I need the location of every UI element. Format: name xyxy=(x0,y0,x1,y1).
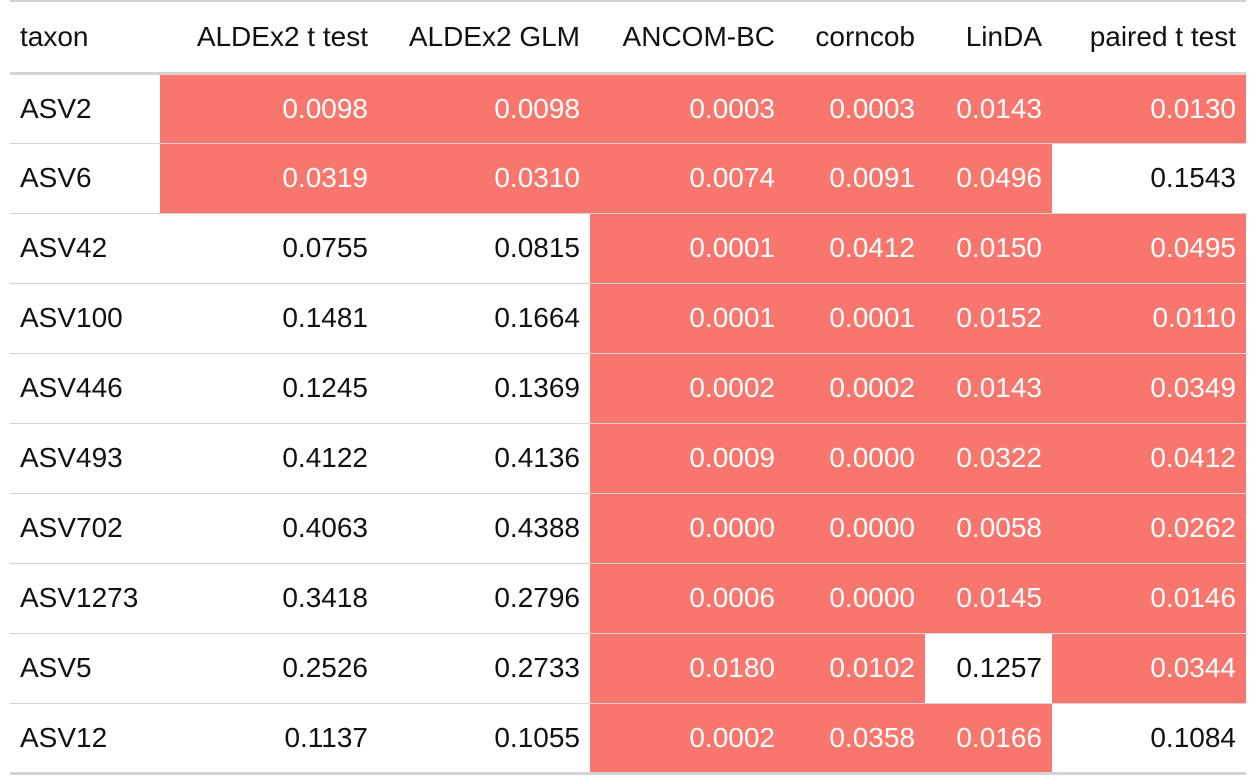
pvalue-cell-ancom-bc: 0.0001 xyxy=(590,282,785,353)
taxon-cell: ASV5 xyxy=(10,632,160,703)
table-body: ASV2 0.0098 0.0098 0.0003 0.0003 0.0143 0.0130… xyxy=(10,72,1246,775)
column-header-aldex2-t-test: ALDEx2 t test xyxy=(160,0,378,75)
pvalue-cell-corncob: 0.0003 xyxy=(785,72,925,143)
column-header-ancom-bc: ANCOM-BC xyxy=(590,0,785,75)
pvalue-cell-aldex2-glm: 0.4388 xyxy=(378,492,590,563)
pvalue-cell-aldex2-glm: 0.2796 xyxy=(378,562,590,633)
taxon-cell: ASV702 xyxy=(10,492,160,563)
table-row: ASV2 0.0098 0.0098 0.0003 0.0003 0.0143 0.0130 xyxy=(10,72,1246,143)
pvalue-cell-linda: 0.0150 xyxy=(925,212,1052,283)
pvalue-cell-linda: 0.0145 xyxy=(925,562,1052,633)
pvalue-cell-ancom-bc: 0.0002 xyxy=(590,352,785,423)
column-header-taxon: taxon xyxy=(10,0,160,75)
column-header-linda: LinDA xyxy=(925,0,1052,75)
pvalue-cell-corncob: 0.0001 xyxy=(785,282,925,353)
pvalue-cell-linda: 0.1257 xyxy=(925,632,1052,703)
pvalue-cell-paired-t-test: 0.0344 xyxy=(1052,632,1246,703)
pvalue-cell-corncob: 0.0000 xyxy=(785,562,925,633)
pvalue-cell-aldex2-t-test: 0.1481 xyxy=(160,282,378,353)
pvalue-table: taxon ALDEx2 t test ALDEx2 GLM ANCOM-BC … xyxy=(10,0,1246,775)
column-header-aldex2-glm: ALDEx2 GLM xyxy=(378,0,590,75)
pvalue-cell-ancom-bc: 0.0009 xyxy=(590,422,785,493)
pvalue-cell-corncob: 0.0412 xyxy=(785,212,925,283)
pvalue-cell-aldex2-glm: 0.2733 xyxy=(378,632,590,703)
pvalue-cell-aldex2-t-test: 0.4063 xyxy=(160,492,378,563)
pvalue-cell-corncob: 0.0358 xyxy=(785,702,925,775)
pvalue-cell-ancom-bc: 0.0074 xyxy=(590,142,785,213)
table-row: ASV42 0.0755 0.0815 0.0001 0.0412 0.0150 0.049… xyxy=(10,212,1246,283)
pvalue-cell-aldex2-glm: 0.0815 xyxy=(378,212,590,283)
pvalue-cell-aldex2-glm: 0.4136 xyxy=(378,422,590,493)
pvalue-cell-corncob: 0.0000 xyxy=(785,422,925,493)
taxon-cell: ASV100 xyxy=(10,282,160,353)
pvalue-cell-ancom-bc: 0.0003 xyxy=(590,72,785,143)
table-row: ASV12 0.1137 0.1055 0.0002 0.0358 0.0166 0.108… xyxy=(10,702,1246,775)
column-header-paired-t-test: paired t test xyxy=(1052,0,1246,75)
pvalue-cell-aldex2-glm: 0.1055 xyxy=(378,702,590,775)
pvalue-cell-aldex2-glm: 0.1664 xyxy=(378,282,590,353)
table-row: ASV6 0.0319 0.0310 0.0074 0.0091 0.0496 0.1543 xyxy=(10,142,1246,213)
pvalue-cell-paired-t-test: 0.0412 xyxy=(1052,422,1246,493)
taxon-cell: ASV1273 xyxy=(10,562,160,633)
pvalue-cell-paired-t-test: 0.0262 xyxy=(1052,492,1246,563)
pvalue-cell-paired-t-test: 0.0110 xyxy=(1052,282,1246,353)
pvalue-cell-aldex2-t-test: 0.1137 xyxy=(160,702,378,775)
column-header-corncob: corncob xyxy=(785,0,925,75)
pvalue-cell-aldex2-glm: 0.1369 xyxy=(378,352,590,423)
table-row: ASV100 0.1481 0.1664 0.0001 0.0001 0.0152 0.01… xyxy=(10,282,1246,353)
pvalue-cell-aldex2-t-test: 0.2526 xyxy=(160,632,378,703)
taxon-cell: ASV6 xyxy=(10,142,160,213)
pvalue-cell-ancom-bc: 0.0180 xyxy=(590,632,785,703)
table-row: ASV5 0.2526 0.2733 0.0180 0.0102 0.1257 0.0344 xyxy=(10,632,1246,703)
table-row: ASV702 0.4063 0.4388 0.0000 0.0000 0.0058 0.02… xyxy=(10,492,1246,563)
pvalue-cell-paired-t-test: 0.0495 xyxy=(1052,212,1246,283)
pvalue-cell-linda: 0.0166 xyxy=(925,702,1052,775)
pvalue-cell-linda: 0.0322 xyxy=(925,422,1052,493)
pvalue-cell-ancom-bc: 0.0000 xyxy=(590,492,785,563)
pvalue-cell-paired-t-test: 0.0130 xyxy=(1052,72,1246,143)
pvalue-cell-linda: 0.0496 xyxy=(925,142,1052,213)
pvalue-cell-aldex2-t-test: 0.0098 xyxy=(160,72,378,143)
pvalue-cell-linda: 0.0143 xyxy=(925,352,1052,423)
header-row: taxon ALDEx2 t test ALDEx2 GLM ANCOM-BC … xyxy=(10,0,1246,75)
taxon-cell: ASV42 xyxy=(10,212,160,283)
pvalue-cell-ancom-bc: 0.0002 xyxy=(590,702,785,775)
results-table-container: taxon ALDEx2 t test ALDEx2 GLM ANCOM-BC … xyxy=(10,0,1246,775)
pvalue-cell-ancom-bc: 0.0001 xyxy=(590,212,785,283)
pvalue-cell-aldex2-t-test: 0.4122 xyxy=(160,422,378,493)
pvalue-cell-linda: 0.0058 xyxy=(925,492,1052,563)
pvalue-cell-aldex2-glm: 0.0098 xyxy=(378,72,590,143)
pvalue-cell-linda: 0.0152 xyxy=(925,282,1052,353)
table-row: ASV493 0.4122 0.4136 0.0009 0.0000 0.0322 0.04… xyxy=(10,422,1246,493)
pvalue-cell-aldex2-t-test: 0.3418 xyxy=(160,562,378,633)
taxon-cell: ASV12 xyxy=(10,702,160,775)
pvalue-cell-aldex2-t-test: 0.0755 xyxy=(160,212,378,283)
pvalue-cell-ancom-bc: 0.0006 xyxy=(590,562,785,633)
pvalue-cell-corncob: 0.0091 xyxy=(785,142,925,213)
pvalue-cell-aldex2-t-test: 0.0319 xyxy=(160,142,378,213)
pvalue-cell-aldex2-t-test: 0.1245 xyxy=(160,352,378,423)
pvalue-cell-corncob: 0.0002 xyxy=(785,352,925,423)
taxon-cell: ASV493 xyxy=(10,422,160,493)
pvalue-cell-paired-t-test: 0.0349 xyxy=(1052,352,1246,423)
pvalue-cell-linda: 0.0143 xyxy=(925,72,1052,143)
pvalue-cell-corncob: 0.0102 xyxy=(785,632,925,703)
pvalue-cell-corncob: 0.0000 xyxy=(785,492,925,563)
pvalue-cell-paired-t-test: 0.0146 xyxy=(1052,562,1246,633)
taxon-cell: ASV446 xyxy=(10,352,160,423)
table-row: ASV446 0.1245 0.1369 0.0002 0.0002 0.0143 0.03… xyxy=(10,352,1246,423)
taxon-cell: ASV2 xyxy=(10,72,160,143)
pvalue-cell-paired-t-test: 0.1543 xyxy=(1052,142,1246,213)
pvalue-cell-paired-t-test: 0.1084 xyxy=(1052,702,1246,775)
table-row: ASV1273 0.3418 0.2796 0.0006 0.0000 0.0145 0.0… xyxy=(10,562,1246,633)
pvalue-cell-aldex2-glm: 0.0310 xyxy=(378,142,590,213)
